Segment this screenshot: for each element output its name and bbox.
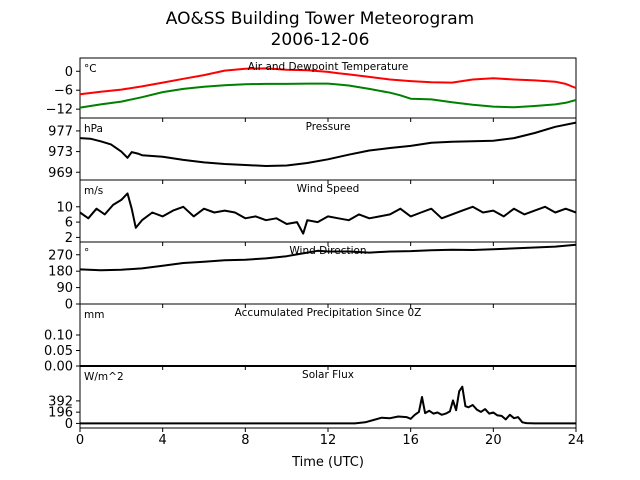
y-tick-label: 196: [48, 406, 73, 421]
panel-unit: hPa: [84, 123, 103, 135]
y-tick-label: 10: [56, 200, 73, 215]
x-axis: 0 4 8 12 16 20 24: [76, 433, 584, 448]
y-tick-label: 0.05: [44, 344, 73, 359]
series-line-0: [79, 121, 577, 167]
y-tick-label: 2: [65, 231, 73, 246]
y-tick-label: −12: [46, 103, 73, 118]
panel-unit: m/s: [84, 185, 103, 197]
x-tick-label: 8: [241, 433, 249, 448]
panel-title: Pressure: [306, 121, 351, 133]
series-line-0: [79, 243, 577, 272]
x-tick-label: 16: [402, 433, 419, 448]
panel-unit: °C: [84, 63, 97, 75]
panel-unit: mm: [84, 309, 104, 321]
panel-1: 977 973 969 hPa Pressure: [48, 117, 577, 184]
panel-4: 0.100.050.00 mm Accumulated Precipitation …: [44, 303, 577, 375]
y-tick-label: 270: [48, 248, 73, 263]
panel-title: Wind Direction: [289, 245, 366, 257]
y-tick-label: 392: [48, 394, 73, 409]
series-line-0: [79, 67, 577, 96]
y-tick-label: 0: [65, 65, 73, 80]
y-tick-label: 180: [48, 265, 73, 280]
panel-title: Accumulated Precipitation Since 0Z: [235, 307, 422, 319]
x-tick-label: 4: [159, 433, 167, 448]
y-tick-label: 977: [48, 124, 73, 139]
y-tick-label: 0.00: [44, 360, 73, 375]
x-tick-label: 12: [320, 433, 337, 448]
y-tick-label: 0: [65, 417, 73, 432]
x-axis-label: Time (UTC): [291, 455, 364, 470]
panels: 0−6−12°C Air and Dewpoint Temperature9779…: [44, 57, 577, 432]
y-tick-label: 6: [65, 216, 73, 231]
y-tick-label: 0: [65, 298, 73, 313]
chart-subtitle: 2006-12-06: [271, 30, 370, 50]
panel-title: Air and Dewpoint Temperature: [248, 61, 409, 73]
series-line-1: [79, 82, 577, 109]
panel-title: Wind Speed: [297, 183, 360, 195]
series-line-0: [80, 385, 576, 425]
panel-unit: °: [84, 247, 89, 259]
panel-unit: W/m^2: [84, 371, 124, 383]
series-line-0: [79, 192, 577, 235]
x-tick-label: 0: [76, 433, 84, 448]
chart-title: AO&SS Building Tower Meteorogram: [166, 9, 474, 29]
x-tick-label: 20: [485, 433, 502, 448]
y-tick-label: 969: [48, 166, 73, 181]
x-tick-label: 24: [568, 433, 585, 448]
panel-title: Solar Flux: [302, 369, 354, 381]
y-tick-label: 0.10: [44, 329, 73, 344]
y-tick-label: 973: [48, 145, 73, 160]
panel-0: 0 −6 −12 °C Air and Dewpoint Temperature: [46, 57, 577, 122]
y-tick-label: −6: [54, 84, 73, 99]
y-tick-label: 90: [56, 281, 73, 296]
